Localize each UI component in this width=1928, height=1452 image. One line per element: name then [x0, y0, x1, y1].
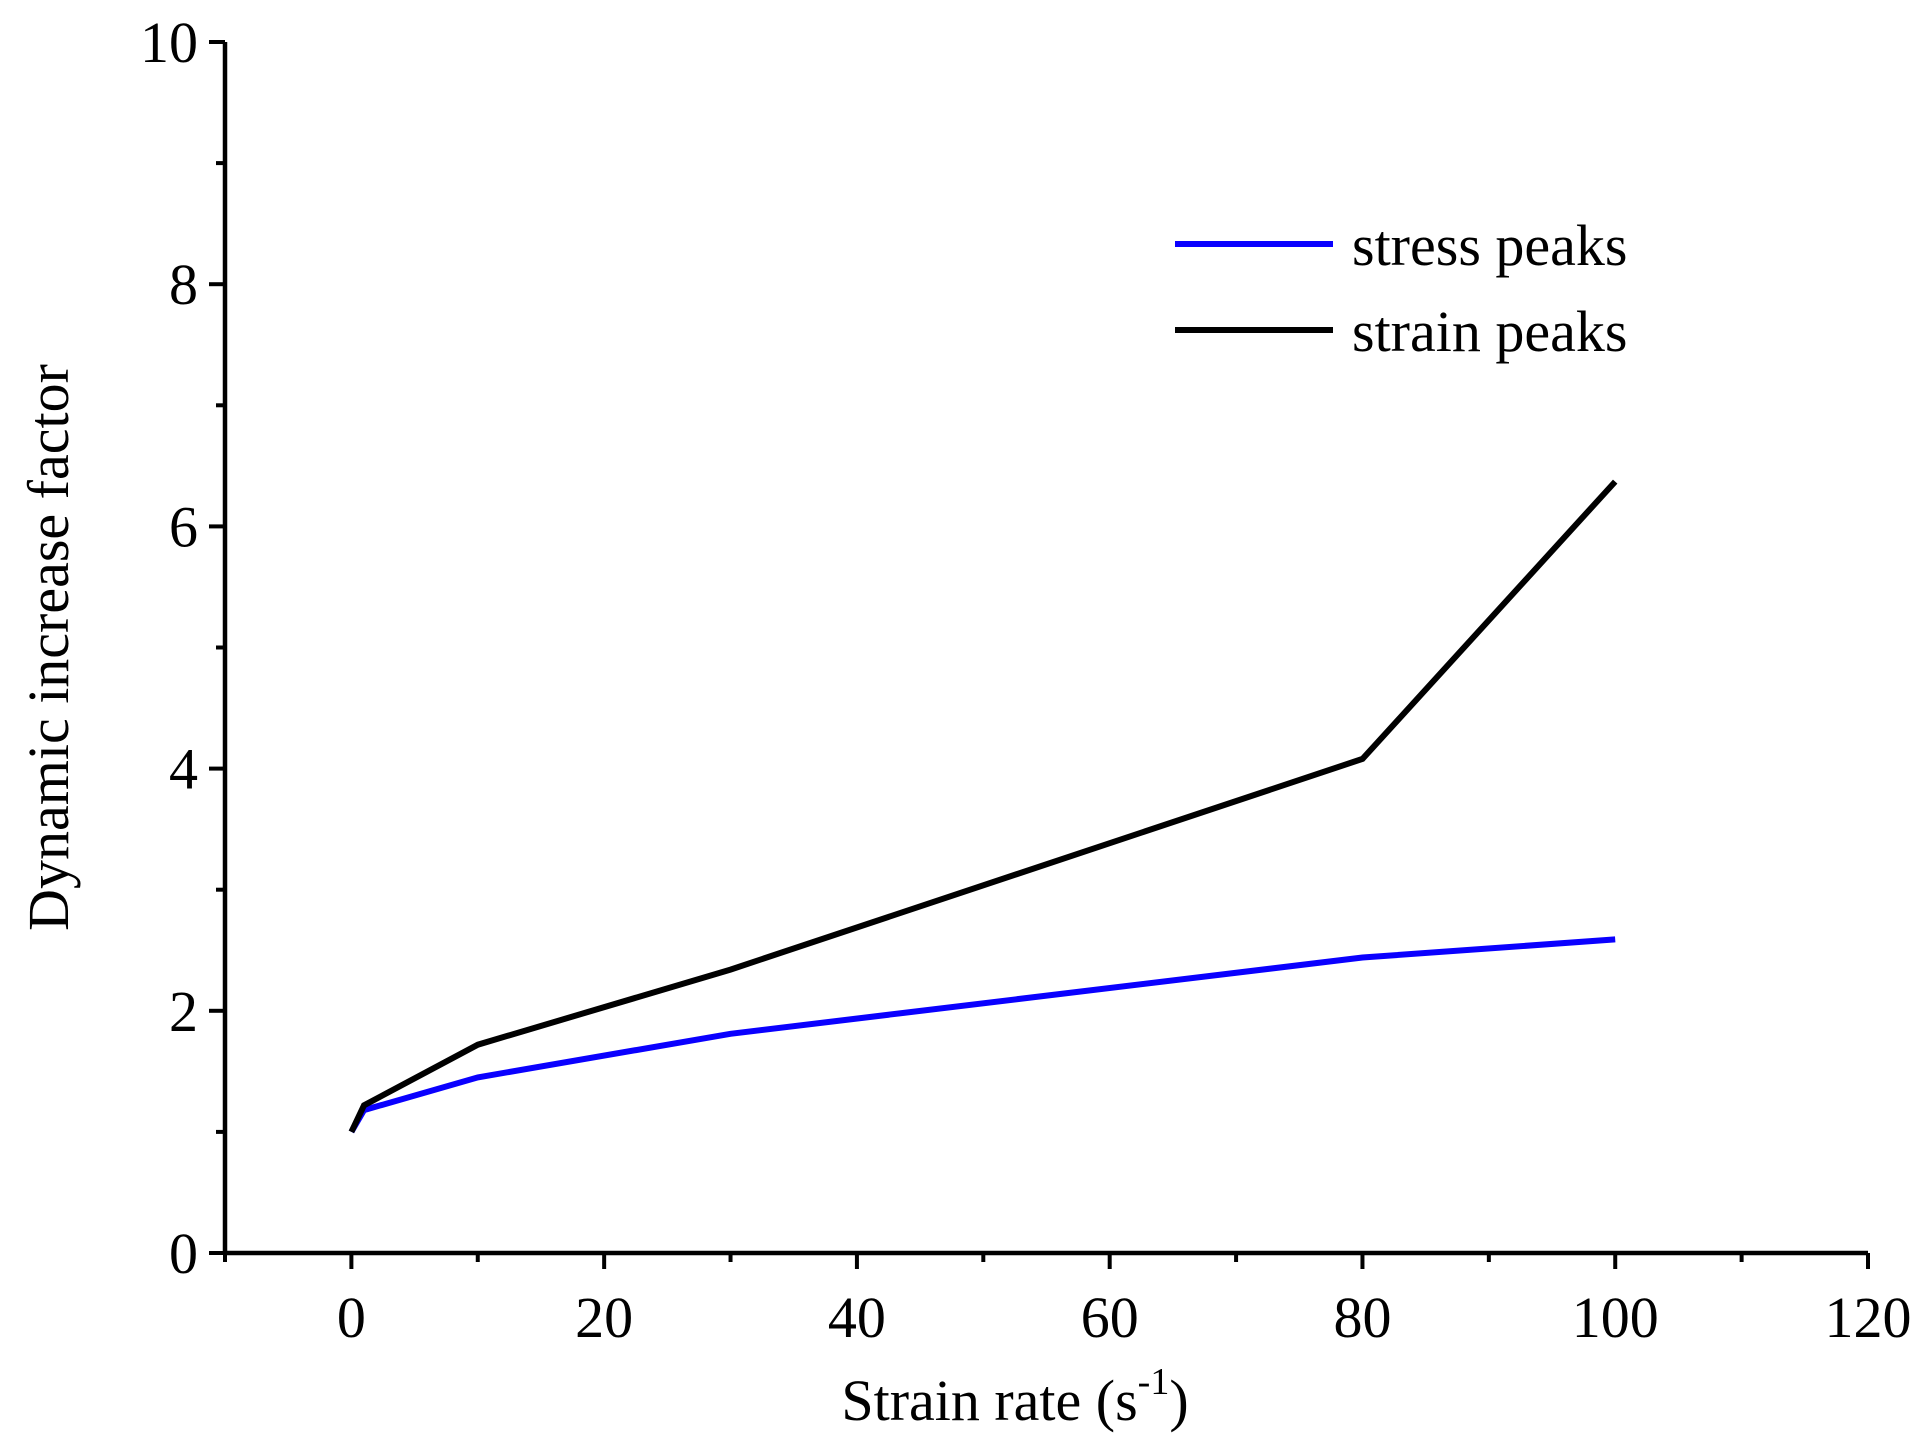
y-tick-label: 8 — [169, 252, 198, 317]
legend: stress peaks strain peaks — [1175, 213, 1627, 364]
x-tick-label: 120 — [1825, 1285, 1912, 1350]
x-tick-label: 100 — [1572, 1285, 1659, 1350]
y-tick-label: 4 — [169, 737, 198, 802]
y-tick-label: 10 — [140, 10, 198, 75]
x-axis-title-superscript: -1 — [1138, 1361, 1170, 1403]
series-line-strain-peaks — [348, 479, 1618, 1134]
x-axis-title-suffix: ) — [1169, 1368, 1188, 1433]
x-tick-label: 20 — [575, 1285, 633, 1350]
x-axis-title-main: Strain rate (s — [841, 1368, 1137, 1433]
legend-label-stress-peaks: stress peaks — [1352, 213, 1627, 278]
series-layer — [348, 479, 1618, 1134]
series-line-stress-peaks — [348, 936, 1616, 1134]
y-tick-label: 2 — [169, 979, 198, 1044]
x-tick-label: 80 — [1333, 1285, 1391, 1350]
x-axis-title: Strain rate (s-1) — [841, 1361, 1188, 1433]
y-axis-title: Dynamic increase factor — [16, 364, 81, 931]
x-tick-label: 40 — [828, 1285, 886, 1350]
x-tick-label: 60 — [1081, 1285, 1139, 1350]
axis-ticks — [209, 40, 1870, 1269]
x-tick-label: 0 — [337, 1285, 366, 1350]
y-tick-label: 6 — [169, 494, 198, 559]
y-tick-label: 0 — [169, 1221, 198, 1286]
legend-label-strain-peaks: strain peaks — [1352, 299, 1627, 364]
